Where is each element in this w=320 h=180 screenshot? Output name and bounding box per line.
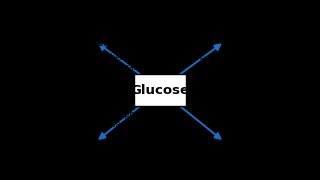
Text: Extracellular matrix
and cell wall
polysaccharides: Extracellular matrix and cell wall polys… <box>45 15 155 48</box>
Text: storage: storage <box>200 56 230 65</box>
Text: oxidation via
glycolysis: oxidation via glycolysis <box>207 110 259 129</box>
Text: Ribose 5-phosphate: Ribose 5-phosphate <box>45 156 155 166</box>
Text: synthesis of
structural
polymers: synthesis of structural polymers <box>93 53 141 82</box>
Text: Glucose: Glucose <box>131 84 189 96</box>
Text: Glycogen,
starch, sucrose: Glycogen, starch, sucrose <box>178 21 262 42</box>
Text: oxidation via
pentose phosphate
pathway: oxidation via pentose phosphate pathway <box>70 99 147 129</box>
FancyBboxPatch shape <box>134 75 186 105</box>
Text: Pyruvate: Pyruvate <box>195 156 245 166</box>
